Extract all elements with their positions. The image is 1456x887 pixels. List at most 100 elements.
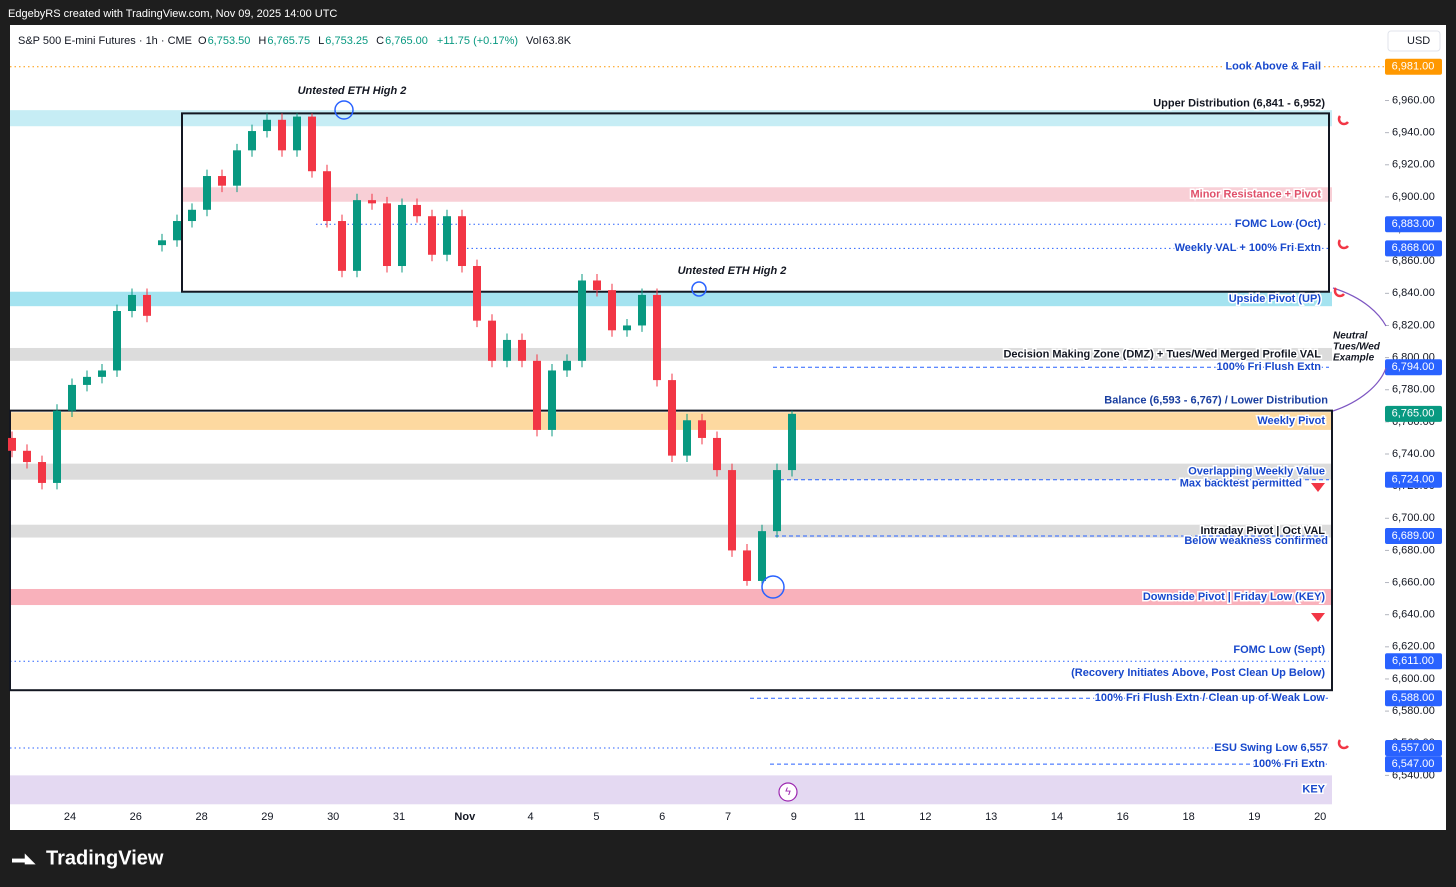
legend-key: O	[198, 35, 207, 47]
level-label: Downside Pivot | Friday Low (KEY)	[1143, 591, 1325, 603]
price-tag-bg	[1385, 58, 1442, 75]
legend-value: 6,765.75	[267, 35, 310, 47]
y-tick-label: 6,860.00	[1392, 255, 1435, 267]
candle-body	[98, 370, 106, 377]
x-tick-label: 30	[327, 811, 339, 823]
candle-body	[68, 384, 76, 411]
candle-body	[773, 470, 781, 532]
magnet-icons	[1333, 115, 1349, 750]
candle-body	[413, 204, 421, 217]
candle-body	[533, 360, 541, 430]
legend-key: Vol	[526, 35, 541, 47]
level-label: Below weakness confirmed	[1184, 535, 1328, 547]
candle-body	[308, 116, 316, 172]
candle-body	[248, 131, 256, 151]
x-tick-label: 5	[593, 811, 599, 823]
candle-body	[788, 413, 796, 471]
price-tag-label: 6,883.00	[1392, 218, 1435, 230]
y-tick-label: 6,600.00	[1392, 673, 1435, 685]
distribution-box	[181, 112, 1330, 293]
ohlc-legend: O 6,753.50 H 6,765.75 L 6,753.25 C 6,765.00 +11.…	[198, 35, 572, 47]
y-tick-label: 6,660.00	[1392, 576, 1435, 588]
magnet	[1337, 239, 1349, 250]
x-tick-label: 11	[854, 811, 865, 823]
y-tick-label: 6,840.00	[1392, 287, 1435, 299]
candle-body	[38, 462, 46, 483]
right-edge	[1446, 25, 1456, 830]
candle-body	[23, 450, 31, 463]
price-tag-label: 6,547.00	[1392, 758, 1435, 770]
candle-body	[353, 200, 361, 271]
symbol: S&P 500 E-mini Futures · 1h · CME	[18, 35, 192, 47]
legend-value: 6,765.00	[385, 35, 428, 47]
x-tick-label: 12	[919, 811, 931, 823]
price-tag-bg	[1385, 359, 1442, 376]
candle-body	[458, 216, 466, 267]
x-tick-label: 29	[261, 811, 273, 823]
y-tick-label: 6,540.00	[1392, 769, 1435, 781]
bottom-bar	[0, 830, 1456, 887]
x-tick-label: 20	[1314, 811, 1326, 823]
candle-body	[368, 200, 376, 204]
x-tick-label: 9	[791, 811, 797, 823]
magnet	[1333, 287, 1345, 298]
level-label: 100% Fri Extn	[1253, 758, 1325, 770]
price-tag-label: 6,981.00	[1392, 61, 1435, 73]
candle-body	[593, 280, 601, 291]
side-note: Example	[1333, 353, 1375, 364]
zone-band	[10, 291, 1332, 307]
legend-value: +11.75 (+0.17%)	[437, 35, 518, 47]
price-tag-bg	[1385, 240, 1442, 257]
price-tag-label: 6,868.00	[1392, 242, 1435, 254]
box-label: Upper Distribution (6,841 - 6,952)	[1153, 97, 1325, 109]
candle-body	[128, 294, 136, 312]
y-tick-label: 6,620.00	[1392, 641, 1435, 653]
level-label: 100% Fri Flush Extn	[1216, 361, 1321, 373]
zone-band	[182, 187, 1332, 202]
candle-body	[233, 150, 241, 186]
candle-body	[578, 280, 586, 361]
level-label: Max backtest permitted	[1180, 478, 1302, 490]
x-tick-label: 6	[659, 811, 665, 823]
price-tag-label: 6,611.00	[1392, 655, 1434, 667]
candle-body	[53, 410, 61, 483]
candle-body	[8, 437, 16, 451]
note-arc	[1332, 367, 1387, 412]
x-tick-label: 4	[528, 811, 534, 823]
y-tick-label: 6,920.00	[1392, 159, 1435, 171]
legend-value: 63.8K	[542, 35, 571, 47]
price-tag-bg	[1385, 653, 1442, 670]
y-tick-label: 6,780.00	[1392, 384, 1435, 396]
event-icon	[778, 782, 798, 802]
annotation: Untested ETH High 2	[678, 265, 787, 277]
candle-body	[83, 376, 91, 385]
legend-key: H	[258, 35, 266, 47]
legend-value: 6,753.25	[325, 35, 368, 47]
level-label: Weekly VAL + 100% Fri Extn	[1175, 242, 1322, 254]
price-tag-bg	[1385, 740, 1442, 757]
candle-body	[713, 437, 721, 471]
candle-body	[488, 320, 496, 361]
price-tag-label: 6,588.00	[1392, 692, 1435, 704]
legend-key: L	[318, 35, 324, 47]
price-tag-label: 6,689.00	[1392, 530, 1435, 542]
currency: USD	[1407, 35, 1430, 47]
x-tick-label: 28	[195, 811, 207, 823]
level-label: Look Above & Fail	[1225, 61, 1321, 73]
zone-band	[10, 588, 1332, 606]
annotation: Untested ETH High 2	[298, 85, 407, 97]
candle-body	[683, 420, 691, 456]
side-note: Neutral	[1333, 331, 1368, 342]
candle-body	[668, 380, 676, 456]
candle-body	[398, 204, 406, 267]
candle-body	[443, 216, 451, 255]
price-tag-bg	[1385, 690, 1442, 707]
magnet	[1337, 115, 1349, 126]
candle-body	[728, 470, 736, 551]
candle-body	[383, 203, 391, 267]
note-arc	[1332, 287, 1387, 327]
candle-body	[278, 119, 286, 151]
legend-key: C	[376, 35, 384, 47]
price-tag-bg	[1385, 216, 1442, 233]
